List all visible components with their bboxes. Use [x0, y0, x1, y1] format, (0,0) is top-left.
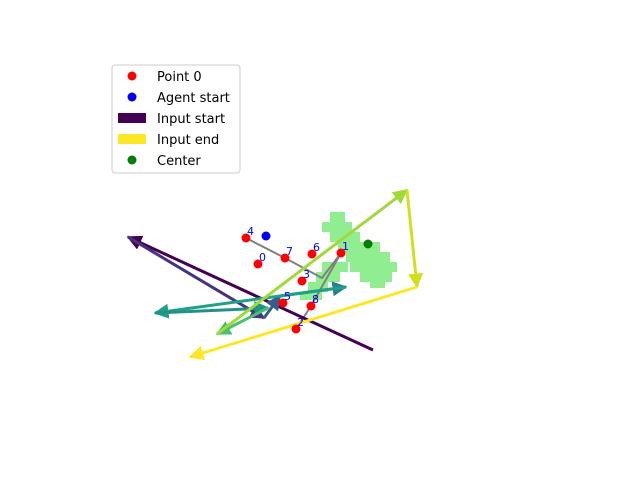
input-arrow	[127, 235, 266, 320]
point-label: 7	[286, 245, 293, 258]
gray-path	[245, 237, 342, 330]
point-label: 1	[342, 240, 349, 253]
legend-label: Input start	[157, 112, 225, 127]
agent-start-marker	[261, 231, 271, 241]
point-marker	[297, 276, 307, 286]
input-arrow	[153, 285, 347, 319]
legend-marker	[127, 71, 137, 81]
point-marker	[280, 253, 290, 263]
legend-label: Agent start	[157, 91, 230, 106]
input-arrow	[405, 189, 424, 289]
input-arrows	[126, 188, 424, 361]
points: 0 1 2 3 4 5 6 7 8	[241, 225, 373, 334]
region-cell	[346, 252, 390, 262]
path-line	[245, 237, 342, 330]
legend-label: Center	[157, 154, 201, 169]
point-marker	[307, 249, 317, 259]
region-cell	[338, 242, 380, 252]
input-arrow	[215, 306, 269, 336]
point-marker	[291, 324, 301, 334]
region-cell	[350, 262, 397, 272]
legend-marker	[127, 155, 137, 165]
region-cell	[360, 272, 392, 282]
point-label: 6	[313, 241, 320, 254]
input-arrow	[126, 235, 374, 352]
point-label: 0	[259, 251, 266, 264]
region-cell	[308, 282, 328, 292]
region-cell	[322, 222, 352, 232]
point-label: 3	[303, 268, 310, 281]
point-marker	[253, 259, 263, 269]
region-cell	[322, 262, 348, 272]
legend-patch	[118, 113, 146, 123]
center-marker	[363, 239, 373, 249]
point-label: 8	[312, 293, 319, 306]
legend: Point 0 Agent start Input start Input end Ce…	[111, 64, 241, 174]
legend-label: Input end	[157, 133, 219, 148]
input-arrow	[188, 285, 418, 361]
point-label: 4	[247, 225, 254, 238]
legend-frame	[111, 64, 241, 174]
point-marker	[306, 301, 316, 311]
region-cell	[370, 282, 385, 288]
legend-patch	[118, 134, 146, 144]
point-label: 5	[284, 290, 291, 303]
point-label: 2	[297, 316, 304, 329]
point-marker	[278, 298, 288, 308]
legend-marker	[127, 92, 137, 102]
region-cell	[330, 212, 345, 222]
point-marker	[336, 248, 346, 258]
point-marker	[241, 233, 251, 243]
region-cell	[300, 292, 322, 300]
legend-label: Point 0	[157, 70, 202, 85]
input-arrow	[216, 188, 409, 336]
